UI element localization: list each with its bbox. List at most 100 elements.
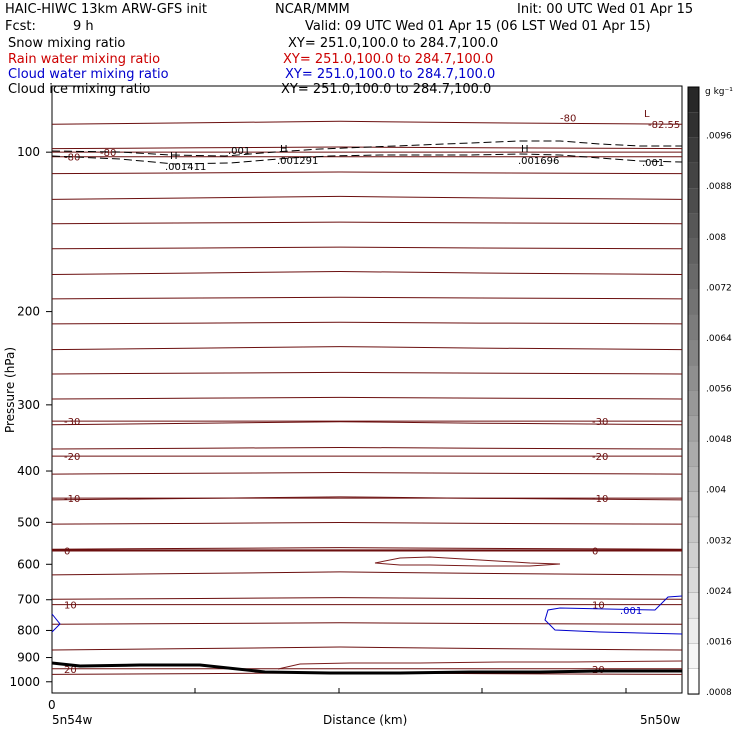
temperature-label-right: -80 <box>560 113 576 124</box>
y-tick-label: 400 <box>17 464 40 478</box>
x-right-location: 5n50w <box>640 713 681 727</box>
colorbar-tick-label: .004 <box>706 486 726 496</box>
y-tick-label: 600 <box>17 557 40 571</box>
colorbar-cell <box>687 592 700 619</box>
colorbar-tick-label: .0024 <box>706 587 732 597</box>
temperature-contour-line <box>51 270 683 275</box>
ice-high-symbol-2: H <box>280 144 288 155</box>
temperature-contour-line <box>51 346 683 351</box>
y-tick-label: 700 <box>17 593 40 607</box>
field-rain-xy: XY= 251.0,100.0 to 284.7,100.0 <box>283 52 493 67</box>
temperature-label-left: -10 <box>64 494 80 505</box>
cloud-water-contour-right <box>544 595 683 635</box>
colorbar-tick-label: .0048 <box>706 435 732 445</box>
temperature-contour-line <box>51 522 683 525</box>
colorbar-ticks: .0096 .0088 .008 .0072 .0064 .0056 .0048 .004 .0… <box>706 132 732 698</box>
y-tick-label: 500 <box>17 515 40 529</box>
fcst-value: 9 h <box>73 19 94 34</box>
temperature-contour-line <box>51 421 683 426</box>
temperature-contour-line <box>51 296 683 300</box>
temperature-label-right: -30 <box>592 417 608 428</box>
colorbar-cell <box>687 466 700 493</box>
colorbar-tick-label: .0064 <box>706 334 732 344</box>
temperature-contour-line <box>51 597 683 600</box>
temperature-contour-line <box>51 471 683 475</box>
colorbar-cell <box>687 339 700 366</box>
temperature-contour-line <box>51 246 683 250</box>
colorbar-tick-label: .0032 <box>706 536 732 546</box>
colorbar-unit: g kg⁻¹ <box>705 87 733 97</box>
temperature-label-right: -10 <box>592 494 608 505</box>
temperature-label-left: 10 <box>64 601 77 612</box>
terrain-line <box>51 661 682 675</box>
field-ice-label: Cloud ice mixing ratio <box>8 82 150 97</box>
colorbar-cell <box>687 567 700 594</box>
y-tick-label: 1000 <box>9 675 40 689</box>
temperature-contour-line <box>51 120 683 125</box>
temperature-contours <box>51 120 683 675</box>
temperature-label-left: 20 <box>64 665 77 676</box>
rain-contour-closed <box>374 556 561 567</box>
temperature-contour-line <box>51 171 683 175</box>
header: HAIC-HIWC 13km ARW-GFS init NCAR/MMM Ini… <box>5 2 693 97</box>
temperature-contour-line <box>51 221 683 225</box>
low-symbol: L <box>644 109 650 120</box>
colorbar-cell <box>687 162 700 189</box>
field-snow-xy: XY= 251.0,100.0 to 284.7,100.0 <box>288 36 498 51</box>
ice-high-symbol-3: H <box>521 144 529 155</box>
x-tick-zero-label: 0 <box>48 698 56 712</box>
ice-contour-upper <box>51 140 682 157</box>
x-left-location: 5n54w <box>52 713 93 727</box>
colorbar-cell <box>687 238 700 265</box>
ice-high-symbol-1: H <box>170 151 178 162</box>
temperature-contour-line <box>51 622 683 625</box>
colorbar-cell <box>687 643 700 670</box>
x-axis-label: Distance (km) <box>323 713 407 727</box>
model-title: HAIC-HIWC 13km ARW-GFS init <box>5 2 207 17</box>
temperature-contour-line <box>51 396 683 400</box>
colorbar-tick-label: .0056 <box>706 385 732 395</box>
colorbar-cell <box>687 289 700 316</box>
near-surface-contour <box>277 660 683 670</box>
colorbar: g kg⁻¹ .0096 .0088 .008 .0072 .0064 .0056 .004… <box>687 86 733 698</box>
temperature-contour-line <box>51 195 683 200</box>
ice-high-value-1: .001411 <box>165 162 206 173</box>
ice-contour-label-1: .001 <box>228 146 250 157</box>
y-tick-label: 300 <box>17 398 40 412</box>
temperature-label-left: -30 <box>64 417 80 428</box>
colorbar-cell <box>687 213 700 240</box>
low-extremum: L -82.55 <box>644 109 680 131</box>
temperature-label-right: 0 <box>592 546 598 557</box>
cloud-water-label: .001 <box>620 606 642 617</box>
institution: NCAR/MMM <box>275 2 350 17</box>
colorbar-cell <box>687 440 700 468</box>
field-cloudwater-xy: XY= 251.0,100.0 to 284.7,100.0 <box>285 67 495 82</box>
temperature-label-left: -80 <box>64 153 80 164</box>
y-tick-label: 200 <box>17 305 40 319</box>
temperature-contour-line <box>51 446 683 450</box>
y-axis-label: Pressure (hPa) <box>3 347 17 433</box>
field-ice-xy: XY= 251.0,100.0 to 284.7,100.0 <box>281 82 491 97</box>
temperature-label-left: -20 <box>64 452 80 463</box>
temperature-contour-line <box>51 496 683 501</box>
ice-high-value-3: .001696 <box>518 156 559 167</box>
field-cloudwater-label: Cloud water mixing ratio <box>8 67 169 82</box>
colorbar-tick-label: .0008 <box>706 688 732 698</box>
colorbar-tick-label: .0016 <box>706 637 732 647</box>
colorbar-cell <box>687 314 700 341</box>
valid-time: Valid: 09 UTC Wed 01 Apr 15 (06 LST Wed … <box>305 19 651 34</box>
colorbar-cell <box>687 516 700 543</box>
colorbar-cell <box>687 542 700 569</box>
colorbar-cell <box>687 365 700 392</box>
y-axis-ticks: 100 200 300 400 500 600 700 800 900 1000 <box>9 145 52 689</box>
y-tick-label: 900 <box>17 651 40 665</box>
temperature-label-left: 0 <box>64 546 70 557</box>
y-tick-label: 800 <box>17 623 40 637</box>
field-rain-label: Rain water mixing ratio <box>8 52 160 67</box>
temperature-contour-line <box>51 371 683 375</box>
temperature-label-right: -20 <box>592 452 608 463</box>
temperature-label-right: 10 <box>592 601 605 612</box>
colorbar-cell <box>687 112 700 139</box>
colorbar-cell <box>687 390 700 417</box>
